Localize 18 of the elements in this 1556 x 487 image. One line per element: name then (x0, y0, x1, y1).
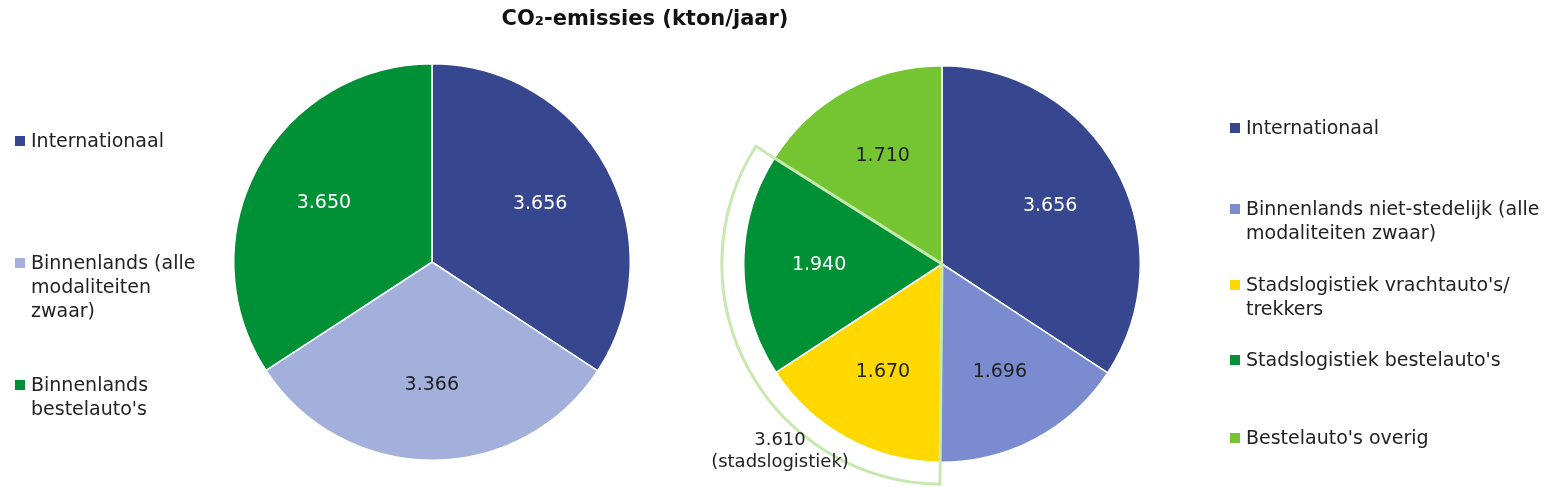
data-label: 3.650 (296, 190, 352, 213)
text: 3.610 (stadslogistiek) (710, 428, 850, 472)
data-label: 1.710 (855, 143, 910, 166)
legend-label: Stadslogistiek vrachtauto's/ trekkers (1246, 272, 1511, 320)
legend-label: Stadslogistiek bestelauto's (1246, 347, 1501, 371)
legend-label: Binnenlands bestelauto's (31, 372, 150, 420)
data-label: 1.940 (791, 251, 847, 274)
data-label: 1.670 (855, 358, 911, 381)
chart-title: CO₂-emissies (kton/jaar) (500, 6, 790, 30)
legend-label: Internationaal (31, 128, 164, 152)
legend-label: Internationaal (1246, 115, 1379, 139)
data-label: 3.656 (512, 190, 568, 213)
legend-label: Binnenlands (alle modaliteiten zwaar) (31, 250, 197, 322)
data-label: 3.366 (404, 371, 459, 394)
data-label: 1.696 (972, 359, 1028, 382)
legend-label: Bestelauto's overig (1246, 425, 1429, 449)
legend-label: Binnenlands niet-stedelijk (alle modaliteiten zwaar) (1246, 196, 1541, 244)
data-label: 3.656 (1022, 192, 1078, 215)
